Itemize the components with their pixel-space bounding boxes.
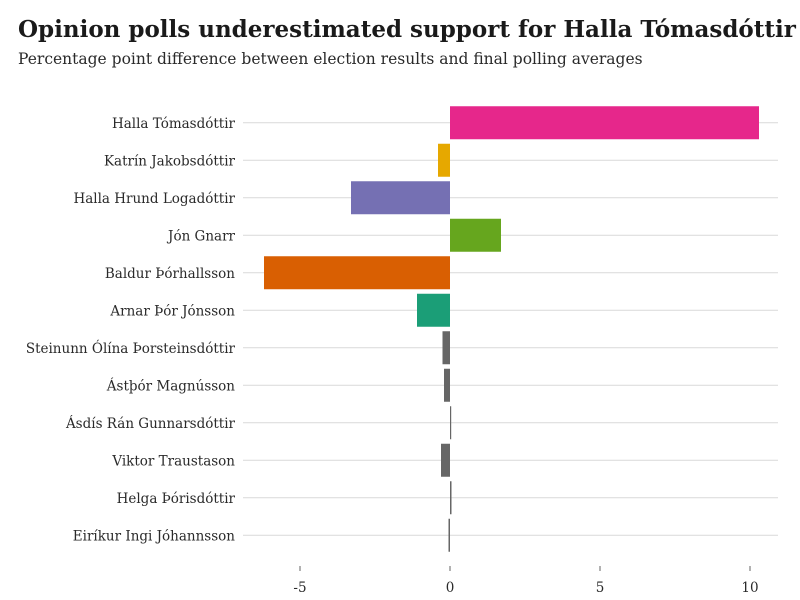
bar — [441, 443, 450, 477]
category-label: Baldur Þórhallsson — [105, 266, 235, 282]
bar — [450, 406, 452, 440]
category-label: Arnar Þór Jónsson — [109, 303, 235, 319]
chart-subtitle: Percentage point difference between elec… — [18, 50, 643, 68]
bar — [450, 481, 452, 515]
category-label: Halla Tómasdóttir — [112, 116, 236, 132]
category-label: Ásdís Rán Gunnarsdóttir — [65, 416, 236, 432]
category-label: Katrín Jakobsdóttir — [104, 153, 236, 169]
bar — [450, 218, 501, 252]
category-label: Ástþór Magnússon — [106, 378, 236, 394]
bar — [444, 368, 450, 402]
x-tick-label: -5 — [293, 580, 306, 596]
x-tick-label: 10 — [741, 580, 758, 596]
bar — [438, 143, 450, 177]
category-label: Jón Gnarr — [166, 228, 236, 244]
chart-title: Opinion polls underestimated support for… — [18, 16, 796, 43]
category-label: Viktor Traustason — [111, 453, 235, 469]
bar — [450, 106, 759, 140]
category-label: Helga Þórisdóttir — [117, 491, 236, 507]
x-tick-label: 0 — [446, 580, 455, 596]
category-label: Halla Hrund Logadóttir — [73, 191, 235, 207]
bar — [264, 256, 450, 290]
bar — [417, 293, 450, 327]
bar — [351, 181, 450, 215]
category-label: Eiríkur Ingi Jóhannsson — [73, 528, 235, 544]
bar — [442, 331, 450, 365]
bar — [448, 518, 450, 552]
category-label: Steinunn Ólína Þorsteinsdóttir — [26, 340, 236, 357]
x-tick-label: 5 — [596, 580, 605, 596]
